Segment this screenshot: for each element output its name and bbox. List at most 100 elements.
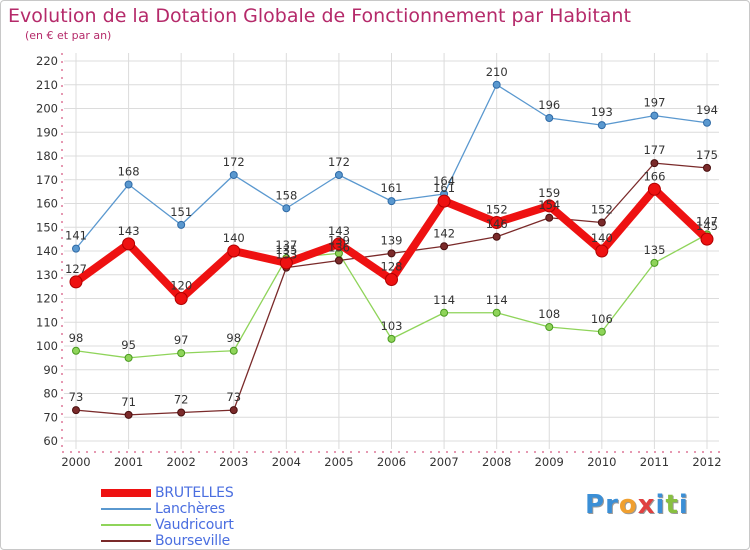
logo-letter: t	[665, 490, 679, 520]
point-bourseville	[387, 249, 396, 258]
data-label-vaudricourt: 106	[591, 312, 613, 326]
data-label-bourseville: 139	[381, 233, 403, 247]
data-label-lanchres: 161	[381, 181, 403, 195]
y-tick-label: 160	[36, 197, 58, 211]
point-vaudricourt	[597, 327, 606, 336]
legend-label-vaudricourt: Vaudricourt	[155, 517, 234, 533]
y-tick-label: 100	[36, 339, 58, 353]
x-tick-label: 2011	[640, 455, 669, 469]
data-label-bourseville: 175	[696, 148, 718, 162]
logo-letter: x	[637, 490, 656, 520]
data-label-vaudricourt: 135	[643, 243, 665, 257]
point-bourseville	[229, 406, 238, 415]
point-lanchres	[597, 121, 606, 130]
data-label-vaudricourt: 97	[174, 333, 189, 347]
chart-title: Evolution de la Dotation Globale de Fonc…	[8, 5, 631, 27]
point-brutelles	[595, 244, 609, 258]
data-label-brutelles: 140	[591, 231, 613, 245]
y-tick-label: 130	[36, 268, 58, 282]
y-tick-label: 140	[36, 244, 58, 258]
data-label-brutelles: 159	[538, 186, 560, 200]
point-brutelles	[542, 199, 556, 213]
y-tick-label: 150	[36, 220, 58, 234]
legend-label-lancheres: Lanchères	[155, 501, 225, 517]
data-label-brutelles: 135	[275, 243, 297, 257]
point-lanchres	[124, 180, 133, 189]
data-label-vaudricourt: 114	[433, 293, 455, 307]
data-label-vaudricourt: 98	[226, 331, 241, 345]
y-tick-label: 90	[43, 363, 58, 377]
point-brutelles	[700, 232, 714, 246]
legend-label-bourseville: Bourseville	[155, 533, 231, 549]
point-brutelles	[174, 292, 188, 305]
point-bourseville	[650, 159, 659, 168]
data-label-vaudricourt: 98	[69, 331, 84, 345]
data-label-vaudricourt: 137	[275, 238, 297, 252]
point-vaudricourt	[124, 353, 133, 362]
x-tick-label: 2000	[61, 455, 90, 469]
data-label-vaudricourt: 108	[538, 307, 560, 321]
point-brutelles	[490, 216, 504, 229]
logo-letter: i	[655, 490, 666, 520]
data-label-brutelles: 152	[486, 203, 508, 217]
point-brutelles	[69, 275, 83, 289]
data-label-bourseville: 73	[69, 390, 84, 404]
point-brutelles	[279, 256, 293, 270]
data-label-brutelles: 140	[223, 231, 245, 245]
data-label-lanchres: 151	[170, 205, 192, 219]
legend-swatch-lancheres	[101, 508, 151, 510]
x-tick-label: 2009	[535, 455, 564, 469]
legend-swatch-vaudricourt	[101, 524, 151, 526]
point-vaudricourt	[72, 346, 80, 355]
data-label-vaudricourt: 103	[381, 319, 403, 333]
logo-letter: o	[618, 490, 638, 520]
y-tick-label: 80	[43, 387, 58, 401]
data-label-bourseville: 71	[121, 395, 136, 409]
data-label-brutelles: 145	[696, 219, 718, 233]
data-label-lanchres: 193	[591, 105, 613, 119]
point-bourseville	[72, 406, 80, 415]
data-label-lanchres: 196	[538, 98, 560, 112]
logo-letter: i	[678, 490, 689, 520]
point-lanchres	[72, 244, 80, 253]
y-tick-label: 200	[36, 102, 58, 116]
data-label-lanchres: 210	[486, 65, 508, 79]
x-tick-label: 2003	[219, 455, 248, 469]
point-bourseville	[545, 213, 554, 222]
point-vaudricourt	[650, 258, 659, 267]
x-tick-label: 2012	[692, 455, 721, 469]
point-lanchres	[650, 111, 659, 120]
data-label-bourseville: 177	[643, 143, 665, 157]
point-brutelles	[227, 244, 241, 258]
point-vaudricourt	[545, 323, 554, 331]
chart-subtitle: (en € et par an)	[25, 29, 112, 42]
point-bourseville	[177, 408, 186, 417]
data-label-bourseville: 146	[486, 217, 508, 231]
data-label-bourseville: 154	[538, 198, 560, 212]
data-label-lanchres: 194	[696, 103, 718, 117]
data-label-vaudricourt: 114	[486, 293, 508, 307]
point-bourseville	[124, 410, 133, 419]
point-brutelles	[332, 237, 346, 251]
data-label-vaudricourt: 147	[696, 214, 718, 228]
x-tick-label: 2008	[482, 455, 511, 469]
data-label-lanchres: 197	[643, 96, 665, 110]
legend-swatch-brutelles	[101, 489, 151, 497]
data-label-lanchres: 141	[65, 229, 87, 243]
point-vaudricourt	[440, 308, 449, 317]
point-bourseville	[492, 232, 501, 241]
data-label-brutelles: 143	[118, 224, 140, 238]
x-tick-label: 2001	[114, 455, 143, 469]
point-vaudricourt	[492, 308, 501, 317]
y-tick-label: 190	[36, 125, 58, 139]
data-label-bourseville: 72	[174, 393, 189, 407]
point-brutelles	[437, 194, 451, 208]
data-label-brutelles: 166	[643, 169, 665, 183]
point-lanchres	[703, 118, 711, 127]
y-tick-label: 180	[36, 149, 58, 163]
data-label-bourseville: 142	[433, 226, 455, 240]
data-label-lanchres: 164	[433, 174, 455, 188]
y-tick-label: 60	[43, 434, 58, 448]
